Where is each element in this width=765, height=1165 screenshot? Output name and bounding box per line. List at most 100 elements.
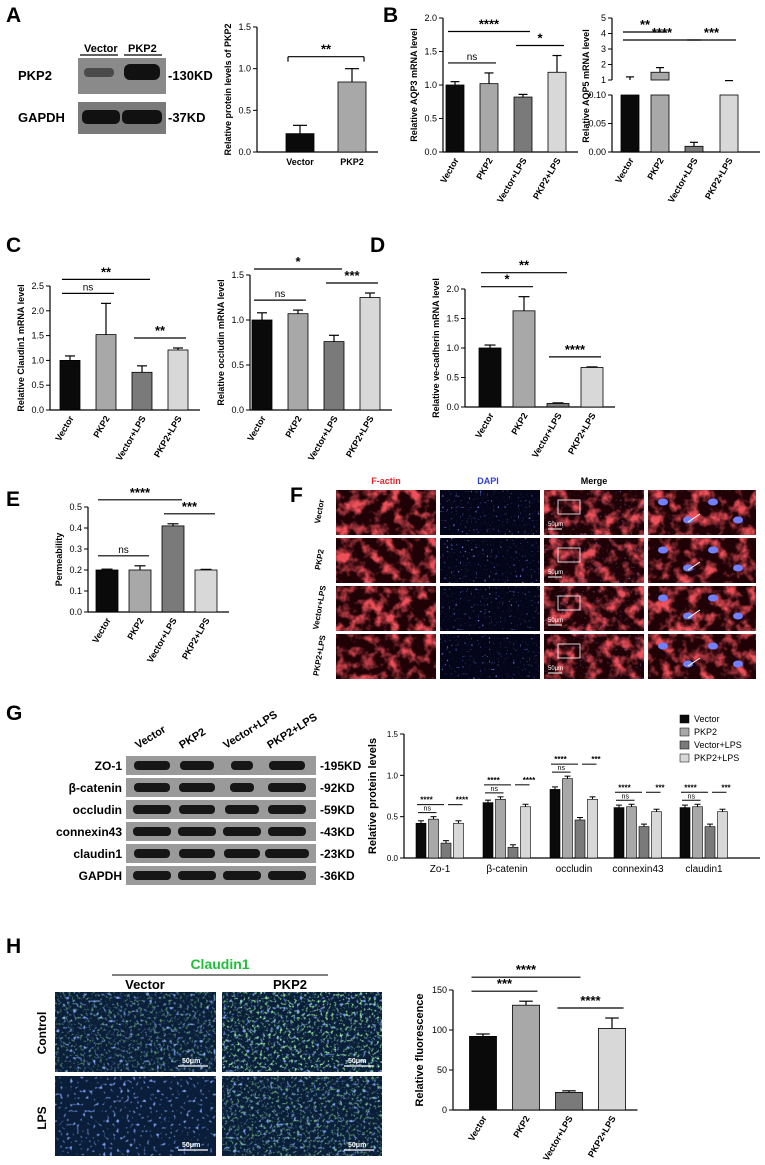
- blot-g-kd: -195KD: [320, 759, 362, 773]
- y-tick-label: 0.0: [238, 147, 251, 157]
- y-tick-label: 1.5: [238, 22, 251, 32]
- significance-label: **: [155, 323, 166, 338]
- panel-f-row-label: Vector: [313, 499, 326, 525]
- significance-label: **: [519, 258, 530, 273]
- blot-g-kd: -23KD: [320, 847, 355, 861]
- y-tick-label: 1.5: [424, 47, 437, 57]
- bar: [440, 842, 452, 859]
- y-tick-label: 5: [601, 13, 606, 23]
- x-tick-label: claudin1: [685, 864, 723, 875]
- y-tick-label: 2.0: [446, 284, 459, 294]
- significance-label: ns: [622, 793, 630, 800]
- bar: [549, 789, 561, 859]
- y-tick-label: 0.0: [446, 402, 459, 412]
- y-tick-label: 2.0: [31, 306, 44, 316]
- significance-label: ns: [424, 806, 432, 813]
- y-axis-label: Permeability: [54, 533, 64, 587]
- chart-A: 0.0 0.5 1.0 1.5 Relative protein levels of P…: [223, 22, 378, 167]
- panel-h-row-label: Control: [35, 1012, 49, 1055]
- y-tick-label: 1: [601, 75, 606, 85]
- legend-label: PKP2+LPS: [694, 753, 739, 763]
- panel-label-c: C: [6, 234, 21, 257]
- x-tick-label: PKP2: [645, 156, 665, 181]
- y-tick-label: 1.5: [31, 331, 44, 341]
- legend-label: Vector+LPS: [694, 740, 742, 750]
- y-tick-label: 0.0: [31, 405, 44, 415]
- bar: [562, 778, 573, 859]
- y-tick-label: 0.5: [231, 360, 244, 370]
- y-tick-label: 0.1: [69, 586, 82, 596]
- chart-H: 0 50 100 150 Relative fluorescence Vector PKP2…: [414, 962, 638, 1163]
- bar: [598, 1028, 626, 1111]
- bar: [650, 71, 670, 81]
- y-tick-label: 4: [601, 29, 606, 39]
- bar: [620, 94, 640, 153]
- x-tick-label: PKP2+LPS: [531, 156, 563, 201]
- significance-label: ***: [721, 783, 731, 792]
- blot-a-lane: PKP2: [128, 43, 157, 55]
- y-tick-label: 2.0: [424, 13, 437, 23]
- blot-a-lane: Vector: [84, 43, 118, 55]
- panel-label-a: A: [6, 4, 21, 27]
- bar: [495, 799, 506, 859]
- x-tick-label: PKP2: [91, 414, 111, 439]
- bar: [507, 846, 519, 859]
- x-tick-label: Vector+LPS: [541, 1114, 575, 1163]
- significance-label: **: [101, 264, 112, 279]
- y-axis-label: Relative AQP3 mRNA level: [409, 28, 419, 141]
- blot-g-protein: ZO-1: [95, 759, 123, 773]
- bar: [482, 802, 494, 859]
- y-tick-label: 0.0: [231, 405, 244, 415]
- blot-g-kd: -59KD: [320, 803, 355, 817]
- bar: [587, 799, 598, 859]
- y-axis-label: Relative protein levels of PKP2: [223, 23, 233, 155]
- x-tick-label: Vector: [286, 157, 314, 167]
- panel-label-f: F: [290, 484, 303, 507]
- bar: [469, 1036, 497, 1111]
- bar: [650, 94, 670, 153]
- significance-label: ****: [580, 993, 601, 1008]
- bar: [704, 826, 716, 859]
- y-tick-label: 0.5: [424, 114, 437, 124]
- significance-label: ns: [688, 793, 696, 800]
- blot-g-kd: -43KD: [320, 825, 355, 839]
- panel-f-col-label: Merge: [581, 476, 608, 486]
- panel-f-images: F-actin DAPI Merge 50μm Vector 50μm PKP2 50μ…: [311, 476, 756, 679]
- x-tick-label: Vector+LPS: [495, 156, 529, 205]
- x-tick-label: PKP2: [340, 157, 364, 167]
- bar: [684, 145, 704, 153]
- x-tick-label: Vector: [466, 1114, 489, 1143]
- bar: [638, 826, 650, 859]
- bar: [692, 806, 703, 859]
- bar: [719, 94, 739, 153]
- significance-label: ***: [344, 268, 360, 283]
- y-tick-label: 0.0: [69, 607, 82, 617]
- bar: [128, 569, 152, 613]
- x-tick-label: connexin43: [612, 864, 664, 875]
- bar: [167, 349, 189, 411]
- scale-bar-label: 50μm: [548, 570, 563, 576]
- panel-h-row-label: LPS: [35, 1106, 49, 1129]
- scale-bar-label: 50μm: [348, 1142, 366, 1149]
- y-tick-label: 0.10: [588, 90, 606, 100]
- bar: [59, 359, 81, 411]
- panel-f-row-label: Vector+LPS: [311, 584, 328, 630]
- panel-f-row-label: PKP2: [313, 548, 326, 571]
- significance-label: *: [537, 31, 543, 46]
- significance-label: ns: [275, 289, 286, 300]
- bar: [580, 367, 604, 408]
- y-tick-label: 0.3: [69, 544, 82, 554]
- y-axis-label: Relative Claudin1 mRNA level: [16, 284, 26, 411]
- y-axis-label: Relative protein levels: [367, 738, 379, 854]
- blot-a-protein: PKP2: [18, 68, 52, 83]
- significance-label: ****: [523, 776, 536, 785]
- y-tick-label: 1.0: [231, 315, 244, 325]
- significance-label: ****: [565, 342, 586, 357]
- blot-a-protein: GAPDH: [18, 110, 65, 125]
- y-tick-label: 0.5: [31, 380, 44, 390]
- significance-label: ****: [130, 485, 151, 500]
- significance-label: ***: [497, 976, 513, 991]
- x-tick-label: PKP2+LPS: [180, 616, 212, 661]
- y-tick-label: 1.5: [231, 270, 244, 280]
